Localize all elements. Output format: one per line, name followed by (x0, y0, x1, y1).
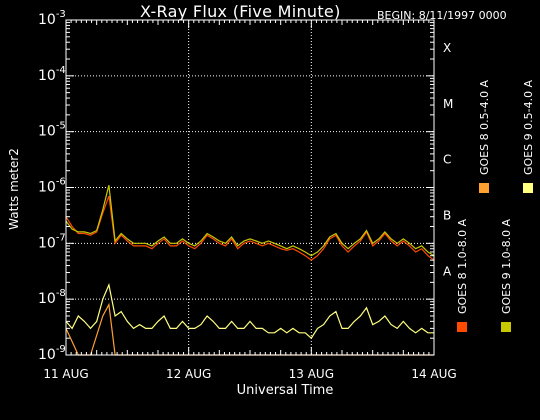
legend: GOES 8 1.0-8.0 A GOES 8 0.5-4.0 A GOES 9 1… (456, 79, 535, 332)
flare-class-labels: A B C M X (443, 41, 453, 278)
legend-label: GOES 8 1.0-8.0 A (456, 218, 469, 314)
y-tick-label: 10-4 (38, 65, 66, 84)
flare-class-label: B (443, 208, 451, 222)
begin-timestamp: BEGIN: 8/11/1997 0000 (377, 9, 507, 22)
flare-class-label: X (443, 41, 451, 55)
y-tick-label: 10-9 (38, 344, 66, 363)
series-line-2 (65, 185, 435, 257)
y-axis-label: Watts meter2 (7, 148, 21, 230)
grid-lines (66, 20, 434, 355)
legend-swatch (479, 183, 489, 193)
flare-class-label: C (443, 153, 451, 167)
x-tick-label: 11 AUG (43, 367, 88, 381)
y-tick-label: 10-5 (38, 121, 66, 140)
legend-swatch (501, 322, 511, 332)
x-axis-label: Universal Time (236, 383, 334, 398)
legend-label: GOES 9 1.0-8.0 A (500, 218, 513, 314)
series-line-3 (65, 282, 434, 340)
y-tick-label: 10-7 (38, 232, 66, 251)
flare-class-label: M (443, 97, 453, 111)
series-lines (65, 185, 435, 356)
x-tick-label: 12 AUG (166, 367, 211, 381)
y-tick-label: 10-3 (38, 9, 66, 28)
series-line-0 (65, 195, 435, 261)
y-tick-label: 10-6 (38, 177, 66, 196)
x-axis-ticks: 11 AUG 12 AUG 13 AUG 14 AUG (43, 20, 457, 381)
chart-title: X-Ray Flux (Five Minute) (140, 2, 341, 21)
flare-class-label: A (443, 264, 452, 278)
y-tick-label: 10-8 (38, 288, 66, 307)
x-tick-label: 14 AUG (411, 367, 456, 381)
x-tick-label: 13 AUG (289, 367, 334, 381)
legend-swatch (457, 322, 467, 332)
y-axis-ticks: 10-9 10-8 10-7 10-6 10-5 10-4 10-3 (38, 9, 434, 363)
legend-label: GOES 9 0.5-4.0 A (522, 79, 535, 175)
legend-label: GOES 8 0.5-4.0 A (478, 79, 491, 175)
legend-swatch (523, 183, 533, 193)
